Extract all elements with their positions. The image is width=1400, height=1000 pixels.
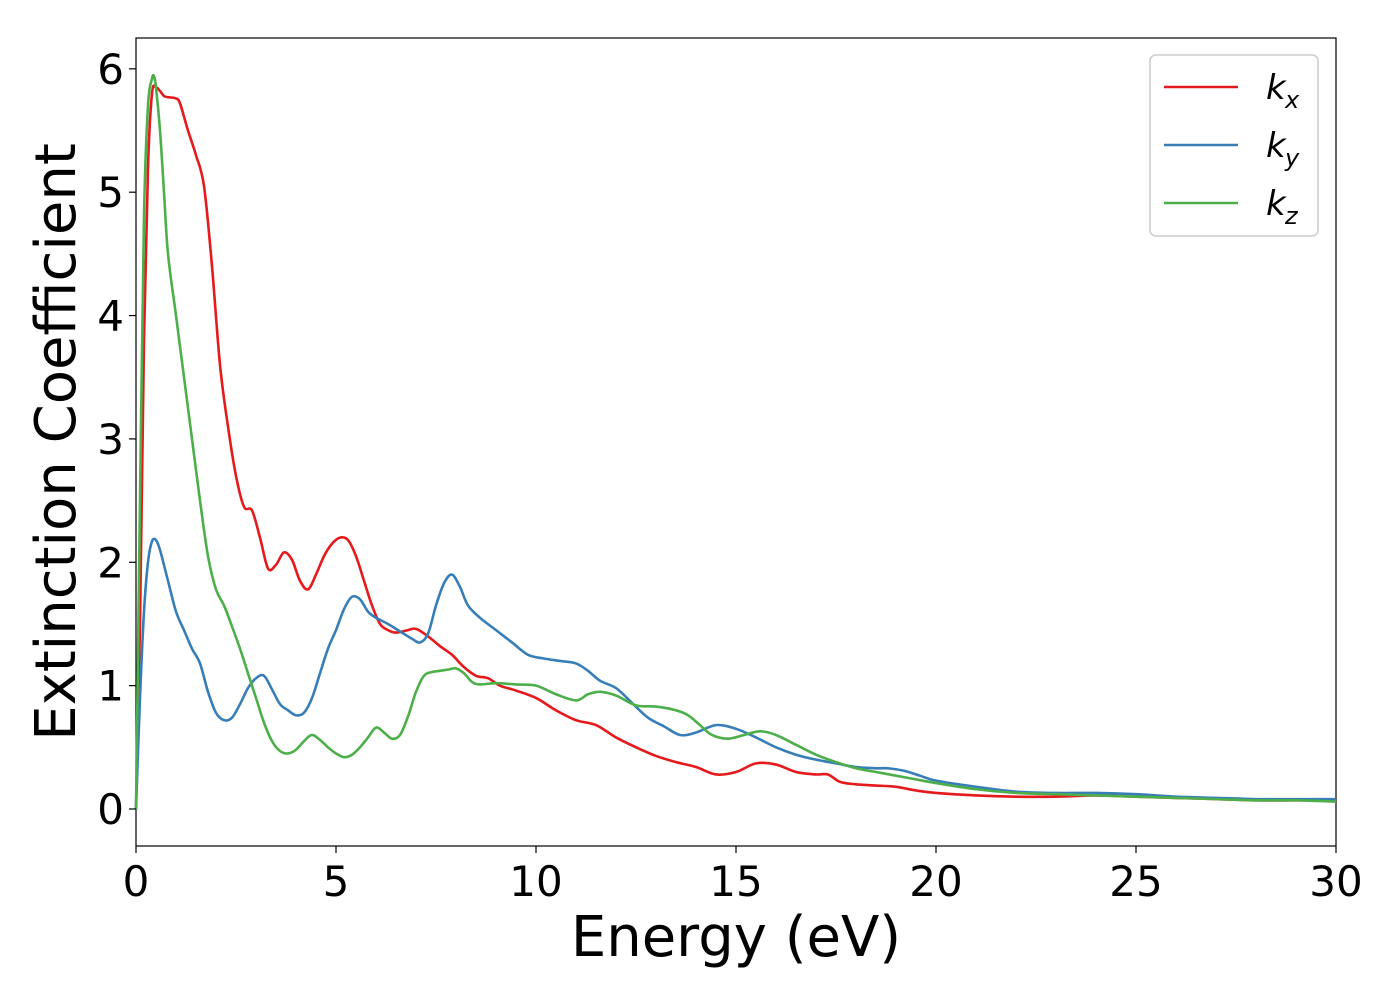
y-axis-label: Extinction Coefficient [24, 143, 89, 741]
series-line-kz [134, 73, 1337, 810]
x-tick-label: 15 [709, 857, 762, 906]
x-tick-label: 5 [323, 857, 350, 906]
y-tick-label: 2 [97, 538, 124, 587]
series-line-ky [134, 537, 1336, 810]
y-tick-label: 5 [97, 168, 124, 217]
legend-label-sub-x: x [1284, 86, 1300, 114]
legend-label-x: k [1266, 68, 1287, 108]
y-tick-label: 4 [97, 292, 124, 341]
plot-area [135, 37, 1337, 847]
y-tick-label: 3 [97, 415, 124, 464]
series-layer [134, 73, 1337, 810]
y-tick-label: 0 [97, 785, 124, 834]
legend-label-sub-y: y [1284, 144, 1300, 172]
ticks-layer: 0 5 10 15 20 25 30 0 1 2 3 4 5 6 [97, 45, 1362, 906]
x-tick-label: 10 [509, 857, 562, 906]
y-tick-label: 6 [97, 45, 124, 94]
legend-label-sub-z: z [1284, 202, 1299, 230]
legend: k xk yk z [1149, 54, 1319, 237]
y-tick-label: 1 [97, 662, 124, 711]
x-tick-label: 25 [1109, 857, 1162, 906]
legend-items: k xk yk z [1164, 68, 1300, 230]
x-tick-label: 20 [909, 857, 962, 906]
x-axis-label: Energy (eV) [571, 905, 901, 970]
x-tick-label: 0 [123, 857, 150, 906]
legend-label-y: k [1266, 126, 1287, 166]
legend-label-z: k [1266, 184, 1287, 224]
series-line-kx [134, 84, 1336, 810]
x-tick-label: 30 [1309, 857, 1362, 906]
